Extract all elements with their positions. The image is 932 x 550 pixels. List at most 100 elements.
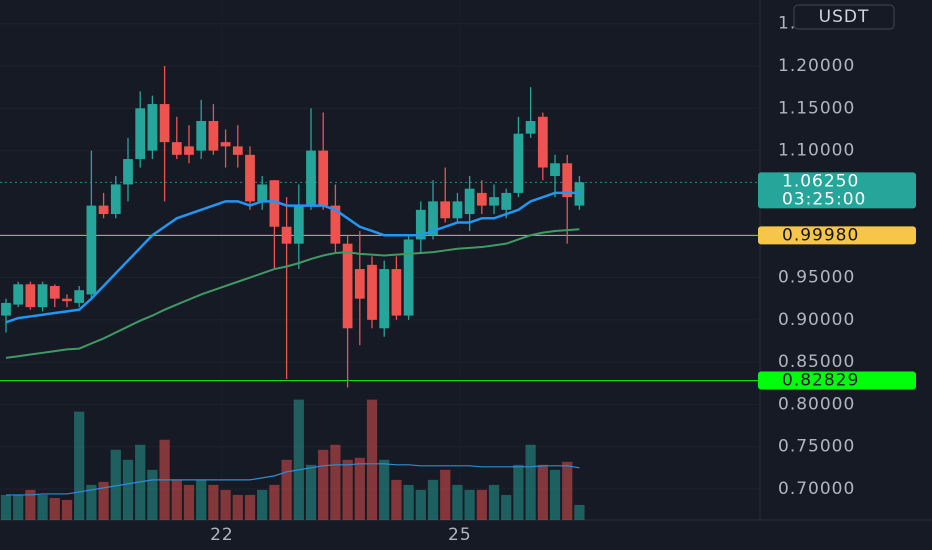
volume-bar (574, 504, 585, 520)
volume-bar (232, 494, 243, 520)
volume-bar (549, 469, 561, 520)
candle-body (1, 302, 11, 316)
volume-bar (0, 494, 12, 520)
candle-body (281, 226, 292, 244)
volume-bar (452, 484, 463, 520)
candle-body (98, 205, 109, 215)
volume-bar (562, 461, 573, 520)
volume-bar (330, 444, 341, 520)
currency-label: USDT (819, 7, 870, 27)
candle-body (562, 163, 573, 198)
price-badge-label: 0.99980 (782, 225, 859, 245)
volume-bar (244, 494, 256, 520)
candle-body (13, 284, 24, 305)
volume-bar (305, 464, 317, 520)
price-badge (758, 172, 916, 209)
volume-bar (427, 479, 439, 520)
candle-body (49, 285, 60, 299)
price-badge-label: 0.82829 (782, 370, 859, 390)
price-countdown: 03:25:00 (782, 189, 866, 209)
candle-body (74, 290, 85, 303)
volume-bar (318, 449, 329, 520)
candle-body (318, 150, 329, 206)
volume-bar (147, 469, 158, 520)
volume-bar (440, 469, 451, 520)
candle-body (513, 133, 524, 193)
candle-body (330, 205, 341, 244)
volume-bar (25, 489, 36, 520)
volume-bar (379, 459, 390, 520)
candle-body (184, 146, 194, 155)
candle-body (135, 108, 146, 160)
volume-bar (403, 484, 414, 520)
volume-bar (122, 459, 134, 520)
candle-body (440, 201, 451, 219)
volume-bar (488, 484, 500, 520)
candle-body (147, 104, 158, 151)
y-tick-label: 1.10000 (778, 141, 855, 161)
candle-body (342, 243, 353, 329)
volume-bar (196, 479, 207, 520)
y-tick-label: 1.20000 (778, 56, 855, 76)
candle-body (476, 192, 487, 206)
volume-bar (257, 489, 268, 520)
candle-body (501, 192, 512, 210)
volume-bar (13, 494, 24, 520)
volume-bar (208, 484, 219, 520)
y-tick-label: 0.70000 (778, 479, 855, 499)
candle-body (86, 205, 97, 295)
volume-bar (476, 489, 487, 520)
candle-body (403, 239, 414, 316)
candle-body (354, 269, 365, 299)
volume-bar (74, 411, 85, 520)
candle-body (367, 264, 377, 320)
price-badge (758, 371, 916, 390)
volume-bar (342, 459, 353, 520)
price-badge-label: 1.06250 (782, 171, 859, 191)
volume-bar (354, 457, 365, 520)
candle-body (489, 197, 499, 206)
candle-body (550, 163, 560, 176)
x-tick-label: 22 (210, 525, 234, 545)
volume-bar (110, 449, 121, 520)
y-tick-label: 0.80000 (778, 394, 855, 414)
volume-bar (525, 444, 536, 520)
volume-bar (293, 399, 304, 520)
volume-bar (269, 484, 280, 520)
volume-bar (501, 494, 512, 520)
volume-bar (86, 484, 97, 520)
candle-body (62, 298, 72, 302)
volume-bar (281, 459, 292, 520)
price-badge (758, 226, 916, 245)
candle-body (25, 284, 36, 308)
y-tick-label: 0.75000 (778, 437, 855, 457)
volume-ma-line (5, 463, 580, 496)
volume-bar (513, 464, 524, 520)
candle-body (37, 284, 48, 308)
candle-body (415, 209, 426, 240)
candle-body (159, 104, 170, 143)
currency-badge (793, 4, 895, 30)
candle-body (220, 142, 231, 147)
x-tick-label: 25 (448, 525, 472, 545)
volume-bar (171, 479, 182, 520)
y-tick-label: 0.95000 (778, 268, 855, 288)
candle-body (208, 120, 219, 151)
candle-body (123, 159, 133, 185)
volume-bar (61, 499, 73, 520)
volume-bar (464, 489, 475, 520)
candle-body (196, 120, 207, 151)
candle-body (537, 116, 548, 168)
candle-body (232, 146, 243, 155)
candle-body (257, 184, 268, 202)
candle-body (245, 154, 255, 202)
candle-body (110, 184, 121, 215)
candle-body (379, 269, 390, 329)
moving-average (5, 191, 580, 324)
volume-bar (366, 399, 378, 520)
y-tick-label: 0.85000 (778, 352, 855, 372)
candle-body (391, 269, 402, 316)
volume-bar (220, 489, 231, 520)
